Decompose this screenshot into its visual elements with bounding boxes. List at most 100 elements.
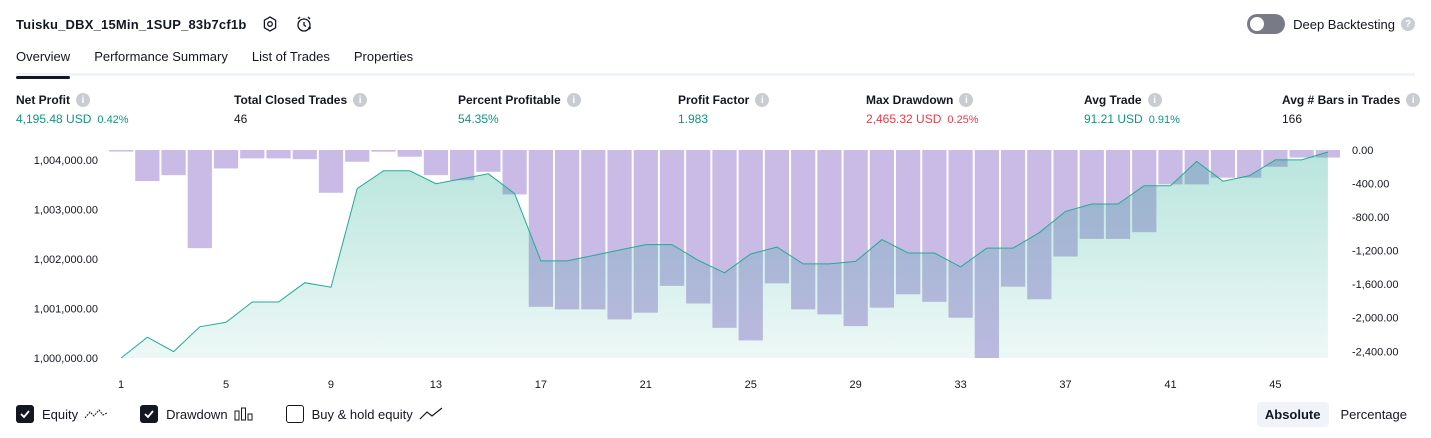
stat-value: 54.35% <box>458 112 499 126</box>
stat-percent: 0.42% <box>97 114 129 126</box>
trend-line-icon <box>419 407 443 421</box>
stats-row: Net Profit i 4,195.48 USD 0.42% Total Clos… <box>16 93 1421 133</box>
drawdown-bar <box>423 150 449 176</box>
stat-avg-bars: Avg # Bars in Trades i 166 <box>1282 93 1421 126</box>
equity-line-icon <box>84 407 108 421</box>
tab-performance-summary[interactable]: Performance Summary <box>94 49 228 64</box>
stat-value: 46 <box>234 112 248 126</box>
absolute-button[interactable]: Absolute <box>1256 401 1329 427</box>
tab-properties[interactable]: Properties <box>353 49 414 64</box>
deep-backtesting-toggle[interactable] <box>1247 14 1286 34</box>
toggle-knob <box>1250 17 1265 31</box>
drawdown-bar <box>266 150 291 159</box>
stat-label: Total Closed Trades <box>234 93 348 107</box>
legend-equity[interactable]: Equity <box>16 405 108 423</box>
drawdown-bar <box>187 150 212 249</box>
stat-percent: 0.25% <box>947 114 979 126</box>
stat-label: Avg # Bars in Trades <box>1282 93 1401 107</box>
stat-percent: 0.91% <box>1148 114 1180 126</box>
drawdown-bar <box>213 150 239 169</box>
deep-backtesting-label: Deep Backtesting <box>1293 16 1395 32</box>
tab-overview[interactable]: Overview <box>16 44 71 79</box>
info-icon[interactable]: i <box>76 93 90 107</box>
drawdown-bar <box>292 150 317 160</box>
settings-icon[interactable] <box>260 14 280 34</box>
x-axis-tick: 5 <box>223 379 229 391</box>
drawdown-bar <box>397 150 422 157</box>
x-axis-tick: 25 <box>745 379 757 391</box>
drawdown-bar <box>1289 150 1314 158</box>
left-axis-tick: 1,000,000.00 <box>34 353 98 365</box>
x-axis-tick: 21 <box>640 379 652 391</box>
tab-list-of-trades[interactable]: List of Trades <box>251 49 330 64</box>
legend-drawdown[interactable]: Drawdown <box>140 405 253 423</box>
x-axis-tick: 29 <box>850 379 862 391</box>
right-axis-tick: -2,400.00 <box>1352 346 1398 358</box>
left-axis-tick: 1,001,000.00 <box>34 303 98 315</box>
legend-label: Equity <box>42 406 79 422</box>
x-axis-tick: 1 <box>118 379 124 391</box>
drawdown-bar <box>318 150 344 193</box>
info-icon[interactable]: i <box>1147 93 1162 107</box>
stat-label: Net Profit <box>16 93 70 107</box>
x-axis-tick: 41 <box>1164 379 1176 391</box>
alarm-clock-icon[interactable] <box>294 14 314 34</box>
display-mode: Absolute Percentage <box>1253 401 1415 427</box>
info-icon[interactable]: i <box>353 93 368 107</box>
left-axis-tick: 1,003,000.00 <box>34 204 98 216</box>
x-axis-tick: 17 <box>535 379 547 391</box>
percentage-button[interactable]: Percentage <box>1340 406 1408 422</box>
right-axis-tick: -1,200.00 <box>1352 246 1398 258</box>
legend-label: Buy & hold equity <box>311 406 413 422</box>
stat-max-drawdown: Max Drawdown i 2,465.32 USD 0.25% <box>866 93 979 126</box>
x-axis-tick: 45 <box>1269 379 1281 391</box>
equity-line <box>120 151 1329 359</box>
stat-avg-trade: Avg Trade i 91.21 USD 0.91% <box>1084 93 1180 126</box>
report-tabs: Overview Performance Summary List of Tra… <box>16 44 1415 79</box>
stat-value: 2,465.32 USD <box>866 112 942 126</box>
stat-label: Percent Profitable <box>458 93 561 107</box>
help-icon[interactable]: ? <box>1401 17 1415 31</box>
x-axis-tick: 13 <box>430 379 442 391</box>
drawdown-checkbox[interactable] <box>140 405 159 423</box>
drawdown-bar <box>450 150 475 181</box>
right-axis-tick: -800.00 <box>1352 212 1389 224</box>
info-icon[interactable]: i <box>1406 93 1421 107</box>
drawdown-bar <box>476 150 501 172</box>
legend-label: Drawdown <box>166 406 228 422</box>
info-icon[interactable]: i <box>566 93 581 107</box>
drawdown-bar <box>1210 150 1236 178</box>
stat-value: 91.21 USD <box>1084 112 1143 126</box>
stat-total-closed-trades: Total Closed Trades i 46 <box>234 93 368 126</box>
stat-percent-profitable: Percent Profitable i 54.35% <box>458 93 581 126</box>
x-axis-tick: 33 <box>954 379 966 391</box>
right-axis-tick: -400.00 <box>1352 179 1389 191</box>
info-icon[interactable]: i <box>959 93 974 107</box>
strategy-name: Tuisku_DBX_15Min_1SUP_83b7cf1b <box>16 16 247 32</box>
x-axis-tick: 9 <box>328 379 334 391</box>
drawdown-bar <box>240 150 265 159</box>
drawdown-bar <box>161 150 186 176</box>
stat-label: Avg Trade <box>1084 93 1142 107</box>
drawdown-bar <box>345 150 370 162</box>
bars-icon <box>234 407 254 421</box>
stat-value: 166 <box>1282 112 1303 126</box>
report-header: Tuisku_DBX_15Min_1SUP_83b7cf1b Deep Back… <box>16 12 1415 36</box>
buy-hold-checkbox[interactable] <box>285 405 304 423</box>
stat-value: 1.983 <box>678 112 709 126</box>
right-axis-tick: -2,000.00 <box>1352 313 1398 325</box>
stat-net-profit: Net Profit i 4,195.48 USD 0.42% <box>16 93 129 126</box>
stat-label: Max Drawdown <box>866 93 954 107</box>
drawdown-bar <box>135 150 160 182</box>
x-axis-tick: 37 <box>1059 379 1071 391</box>
stat-label: Profit Factor <box>678 93 750 107</box>
stat-value: 4,195.48 USD <box>16 112 92 126</box>
equity-drawdown-chart[interactable]: 1,000,000.00 1,001,000.00 1,002,000.00 1,00… <box>0 138 1431 398</box>
legend-buy-hold[interactable]: Buy & hold equity <box>285 405 443 423</box>
right-axis-tick: 0.00 <box>1352 145 1373 157</box>
right-axis-tick: -1,600.00 <box>1352 279 1398 291</box>
equity-area <box>121 152 1328 358</box>
equity-checkbox[interactable] <box>16 405 34 423</box>
info-icon[interactable]: i <box>755 93 770 107</box>
left-axis-tick: 1,002,000.00 <box>34 254 98 266</box>
